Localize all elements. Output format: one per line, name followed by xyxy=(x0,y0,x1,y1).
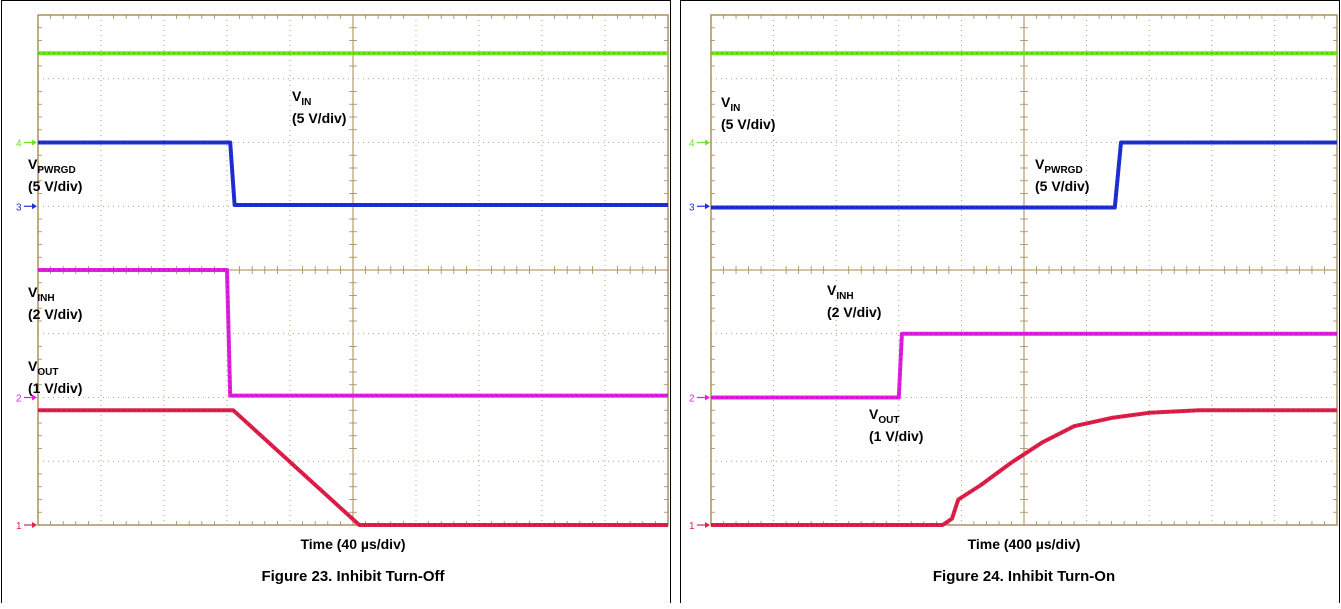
trace-noise xyxy=(38,142,668,206)
channel-marker-2: 2 xyxy=(16,394,37,405)
trace-v-pwrgd xyxy=(38,140,668,207)
channel-marker-label: 1 xyxy=(16,521,22,532)
series-scale: (2 V/div) xyxy=(827,304,881,320)
trace-noise xyxy=(38,409,668,526)
minor-ticks xyxy=(711,15,1337,525)
series-scale: (5 V/div) xyxy=(721,116,775,132)
channel-marker-1: 1 xyxy=(689,521,710,532)
x-axis-label: Time (400 µs/div) xyxy=(968,536,1081,552)
trace-v-out xyxy=(711,408,1337,527)
label-v-inh: VINH(2 V/div) xyxy=(827,282,881,320)
series-scale: (5 V/div) xyxy=(28,178,82,194)
series-scale: (1 V/div) xyxy=(28,380,82,396)
trace-v-inh xyxy=(38,268,668,398)
channel-marker-label: 3 xyxy=(16,202,22,213)
series-scale: (2 V/div) xyxy=(28,306,82,322)
figure-title: Figure 24. Inhibit Turn-On xyxy=(933,568,1115,585)
figure-23-panel: 4 3 2 1 VIN (5 V/div) VPWRGD (5 V/div) VINH (2 V/… xyxy=(1,0,671,603)
trace-noise xyxy=(711,409,1337,526)
channel-marker-4: 4 xyxy=(689,139,710,150)
channel-marker-2: 2 xyxy=(689,394,710,405)
channel-marker-label: 2 xyxy=(16,394,22,405)
figure-title: Figure 23. Inhibit Turn-Off xyxy=(261,568,445,585)
series-scale: (5 V/div) xyxy=(292,110,346,126)
channel-marker-3: 3 xyxy=(689,202,710,213)
trace-v-pwrgd xyxy=(711,140,1337,210)
channel-marker-label: 2 xyxy=(689,394,695,405)
channel-marker-label: 4 xyxy=(689,139,695,150)
trace-noise xyxy=(38,269,668,397)
channel-marker-4: 4 xyxy=(16,139,37,150)
channel-marker-3: 3 xyxy=(16,202,37,213)
series-scale: (5 V/div) xyxy=(1035,178,1089,194)
channel-marker-1: 1 xyxy=(16,521,37,532)
series-scale: (1 V/div) xyxy=(869,428,923,444)
channel-marker-label: 4 xyxy=(16,139,22,150)
scope-grid xyxy=(711,15,1337,525)
x-axis-label: Time (40 µs/div) xyxy=(300,536,405,552)
figure-24-panel: 4 3 2 1 VIN (5 V/div) VPWRGD (5 V/div) VINH (2 V/… xyxy=(680,0,1340,603)
trace-v-inh xyxy=(711,331,1337,400)
channel-marker-label: 3 xyxy=(689,202,695,213)
trace-v-out xyxy=(38,408,668,527)
trace-noise xyxy=(711,142,1337,208)
channel-marker-label: 1 xyxy=(689,521,695,532)
